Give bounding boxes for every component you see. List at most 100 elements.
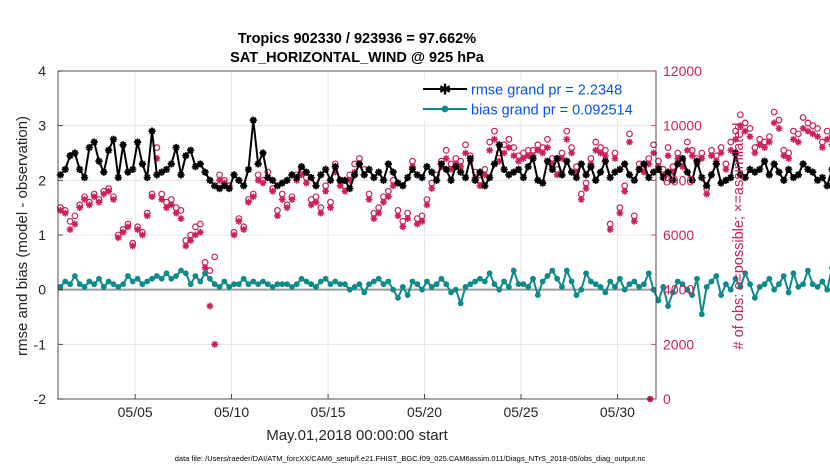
assimilated-obs-marker [442,155,450,162]
bias-point [452,286,459,293]
rmse-point [124,168,132,176]
bias-point [742,270,749,277]
assimilated-obs-marker [317,209,325,217]
rmse-point [418,174,426,182]
possible-obs-marker [732,127,739,135]
rmse-point [235,176,243,184]
assimilated-obs-marker [505,144,513,151]
assimilated-obs-marker [230,231,238,239]
assimilated-obs-marker [611,155,619,162]
rmse-point [688,176,696,184]
rmse-point [365,165,373,173]
bias-point [385,278,392,285]
bias-point [713,273,720,279]
rmse-point [746,165,754,173]
bias-point [361,289,368,296]
rmse-point [558,171,566,179]
bias-point [544,273,551,279]
bias-point [573,292,580,299]
assimilated-obs-marker [515,157,522,165]
rmse-point [823,182,830,190]
assimilated-obs-marker [380,198,387,206]
assimilated-obs-marker [553,171,561,179]
rmse-point [514,165,523,173]
possible-obs-marker [683,138,691,146]
rmse-point [678,154,687,163]
possible-obs-marker [809,122,817,130]
possible-obs-marker [196,220,204,228]
possible-obs-marker [794,130,802,138]
assimilated-obs-marker [182,242,190,250]
assimilated-obs-marker [143,212,151,220]
bias-point [824,286,830,293]
assimilated-obs-marker [66,226,74,233]
assimilated-obs-marker [153,155,161,162]
bias-point [477,275,483,282]
rmse-point [211,182,219,190]
assimilated-obs-marker [495,157,503,165]
bias-point [216,284,223,290]
assimilated-obs-marker [206,302,214,310]
possible-obs-marker [770,108,778,116]
rmse-point [751,168,759,176]
rmse-point [196,160,204,168]
assimilated-obs-marker [785,155,793,162]
rmse-point [630,176,638,184]
bias-point [115,284,122,290]
rmse-point [476,168,484,176]
rmse-point [307,174,315,182]
rmse-point [741,174,749,182]
assimilated-obs-marker [192,231,199,239]
assimilated-obs-marker [481,171,489,179]
bias-point [766,275,773,282]
bias-point [269,284,276,290]
assimilated-obs-marker [717,149,725,157]
rmse-point [331,163,339,171]
legend-bias-label: bias grand pr = 0.092514 [471,103,633,119]
assimilated-obs-marker [683,146,691,154]
rmse-point [736,171,744,179]
bias-point [718,292,725,299]
rmse-point [596,168,605,176]
bias-point [81,284,88,290]
rmse-point [756,165,764,173]
rmse-point [510,168,518,176]
rmse-series [56,116,830,193]
assimilated-obs-marker [375,209,383,217]
bias-point [790,270,797,277]
rmse-point [288,171,296,179]
bias-point [71,273,78,279]
rmse-point [336,176,344,184]
possible-obs-marker [491,127,498,135]
bias-point [149,275,155,282]
assimilated-obs-marker [616,209,624,217]
bias-point [139,281,146,288]
rmse-point [66,152,74,160]
assimilated-obs-marker [688,152,696,160]
bias-point [525,284,532,290]
bias-point [207,275,213,282]
assimilated-obs-marker [216,176,223,184]
rmse-point [278,179,286,187]
possible-obs-marker [71,212,79,220]
assimilated-obs-marker [384,193,392,201]
possible-obs-marker [442,146,450,154]
rmse-point [529,154,537,163]
bias-point [698,311,705,318]
bias-point [689,292,696,299]
rmse-point [770,160,778,168]
bias-point [226,284,233,290]
possible-obs-marker [563,127,571,135]
assimilated-obs-marker [211,340,219,348]
rmse-point [572,174,581,182]
assimilated-obs-marker [278,196,286,203]
y-left-tick-label: 2 [38,172,46,188]
bias-point [144,278,151,285]
bias-point [530,275,536,282]
bias-point [395,294,401,301]
rmse-point [664,168,672,176]
bias-point [245,281,252,288]
assimilated-obs-marker [235,217,243,225]
bias-point [100,284,107,290]
assimilated-obs-marker [751,149,759,157]
